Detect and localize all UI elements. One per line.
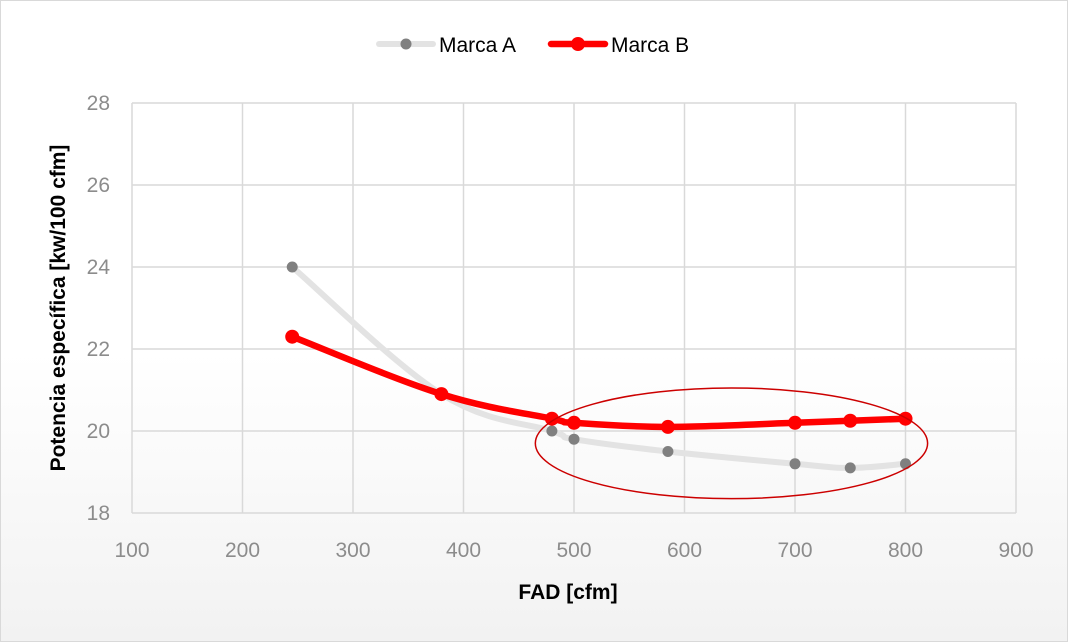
data-point-marca-b-0	[285, 329, 300, 344]
series-marca-a	[286, 261, 911, 474]
data-point-marca-a-6	[844, 462, 856, 474]
y-axis-title: Potencia específica [kw/100 cfm]	[47, 145, 70, 472]
legend-marker-1	[571, 37, 585, 51]
data-point-marca-a-2	[546, 425, 558, 437]
series-line-marca-a	[289, 264, 909, 471]
x-tick-label-900: 900	[998, 539, 1033, 562]
data-point-marca-a-7	[900, 458, 911, 470]
x-tick-labels: 100 200 300 400 500 600 700 800 900	[114, 539, 1033, 562]
data-point-marca-b-4	[660, 419, 675, 434]
legend-label-1: Marca B	[611, 34, 689, 57]
x-tick-label-100: 100	[114, 539, 149, 562]
x-tick-label-600: 600	[667, 539, 702, 562]
x-axis-title: FAD [cfm]	[518, 581, 617, 604]
x-tick-label-500: 500	[556, 539, 591, 562]
x-tick-label-800: 800	[888, 539, 923, 562]
y-tick-label-24: 24	[87, 256, 111, 279]
series-layer	[285, 261, 913, 474]
highlight-ellipse-0	[534, 387, 929, 500]
x-tick-label-300: 300	[335, 539, 370, 562]
data-point-marca-b-6	[843, 413, 858, 428]
legend-label-0: Marca A	[439, 34, 516, 57]
legend: Marca A Marca B	[376, 34, 689, 57]
legend-marker-0	[400, 38, 412, 50]
x-tick-label-700: 700	[777, 539, 812, 562]
data-point-marca-b-2	[544, 411, 559, 426]
legend-item-marca-b: Marca B	[547, 34, 689, 57]
y-tick-labels: 18 20 22 24 26 28	[87, 92, 111, 525]
grid-layer	[131, 102, 1017, 514]
y-tick-label-18: 18	[87, 502, 110, 525]
legend-item-marca-a: Marca A	[376, 34, 516, 57]
y-tick-label-28: 28	[87, 92, 110, 115]
x-tick-label-200: 200	[225, 539, 260, 562]
data-point-marca-b-5	[788, 415, 802, 430]
data-point-marca-b-1	[434, 387, 449, 402]
data-point-marca-a-3	[568, 433, 580, 445]
series-marca-b	[285, 329, 913, 434]
data-point-marca-b-7	[898, 411, 913, 426]
y-tick-label-26: 26	[87, 174, 110, 197]
y-tick-label-22: 22	[87, 338, 110, 361]
data-point-marca-a-5	[789, 458, 801, 470]
annotation-layer	[534, 387, 929, 500]
x-tick-label-400: 400	[446, 539, 481, 562]
data-point-marca-b-3	[567, 415, 581, 430]
data-point-marca-a-4	[662, 446, 674, 457]
y-tick-label-20: 20	[87, 420, 110, 443]
data-point-marca-a-0	[286, 261, 298, 273]
